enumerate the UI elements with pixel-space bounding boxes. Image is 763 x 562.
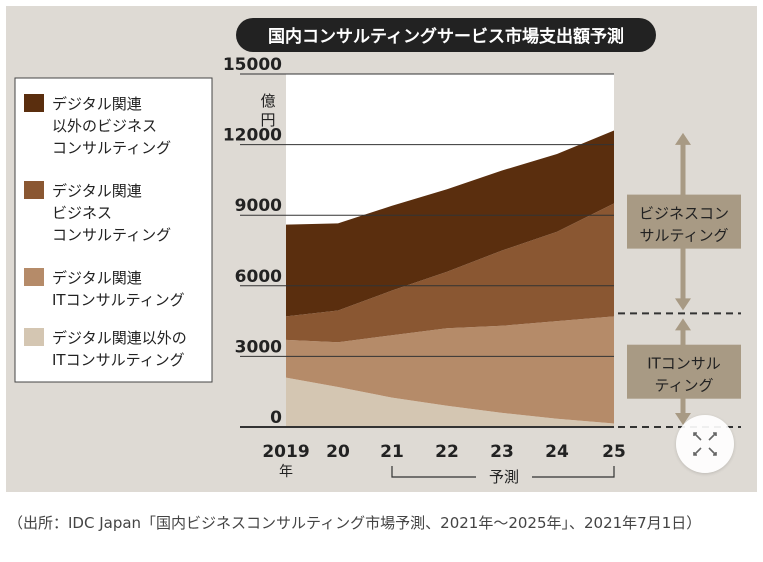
y-unit-label-1: 円 — [260, 111, 275, 129]
legend-label-3-0: デジタル関連 — [52, 95, 142, 113]
expand-button[interactable] — [676, 415, 734, 473]
bracket-arrow-head-down-0 — [675, 298, 691, 311]
chart-title: 国内コンサルティングサービス市場支出額予測 — [268, 26, 624, 47]
y-tick-label-4: 12000 — [223, 126, 282, 146]
bracket-label-box-1 — [627, 344, 741, 399]
legend-swatch-0 — [24, 328, 44, 346]
y-tick-label-0: 0 — [270, 408, 282, 428]
bracket-label-1-0: ITコンサル — [647, 355, 721, 373]
bracket-label-1-1: ティング — [654, 377, 713, 395]
bracket-label-0-0: ビジネスコン — [639, 205, 729, 223]
chart-figure: 0 3000 6000 9000 12000 15000 億円 2019 20 21 22 23 24 2… — [6, 6, 757, 492]
legend-label-1-0: デジタル関連 — [52, 269, 142, 287]
x-tick-label-2: 21 — [380, 442, 404, 462]
bracket-arrow-head-down-1 — [675, 413, 691, 425]
area-series-2 — [286, 203, 614, 343]
bracket-label-box-0 — [627, 194, 741, 249]
bracket-arrow-head-up-1 — [675, 318, 691, 331]
y-tick-label-5: 15000 — [223, 55, 282, 75]
legend-label-3-1: 以外のビジネス — [52, 117, 157, 135]
forecast-label: 予測 — [489, 468, 519, 486]
x-tick-label-0: 2019 — [262, 442, 309, 462]
expand-icon — [693, 432, 717, 456]
x-tick-label-1: 20 — [326, 442, 350, 462]
x-tick-label-6: 25 — [602, 442, 626, 462]
x-tick-label-4: 23 — [490, 442, 514, 462]
area-series-0 — [286, 377, 614, 427]
y-unit-label-0: 億 — [260, 92, 275, 110]
legend-label-1-1: ITコンサルティング — [52, 291, 185, 309]
area-series-1 — [286, 316, 614, 424]
y-tick-label-2: 6000 — [235, 267, 282, 287]
chart-svg: 0 3000 6000 9000 12000 15000 億円 2019 20 21 22 23 24 2… — [14, 18, 741, 486]
bracket-arrow-head-up-0 — [675, 132, 691, 145]
y-tick-label-3: 9000 — [235, 196, 282, 216]
legend-swatch-3 — [24, 94, 44, 112]
legend-box — [14, 77, 213, 383]
area-series-3 — [286, 130, 614, 317]
legend-label-0-1: ITコンサルティング — [52, 351, 185, 369]
x-tick-sublabel: 年 — [279, 464, 293, 480]
x-tick-label-3: 22 — [435, 442, 459, 462]
legend-label-3-2: コンサルティング — [52, 139, 171, 157]
legend-label-0-0: デジタル関連以外の — [52, 329, 187, 347]
forecast-bracket — [391, 466, 615, 478]
y-tick-label-1: 3000 — [235, 337, 282, 357]
legend-label-2-2: コンサルティング — [52, 226, 171, 244]
bracket-label-0-1: サルティング — [639, 227, 728, 245]
x-tick-label-5: 24 — [545, 442, 569, 462]
legend-swatch-1 — [24, 268, 44, 286]
legend-label-2-0: デジタル関連 — [52, 182, 142, 200]
source-note: （出所：IDC Japan「国内ビジネスコンサルティング市場予測、2021年～2… — [8, 514, 702, 532]
legend-label-2-1: ビジネス — [52, 204, 112, 222]
title-banner — [236, 18, 656, 52]
legend-swatch-2 — [24, 181, 44, 199]
